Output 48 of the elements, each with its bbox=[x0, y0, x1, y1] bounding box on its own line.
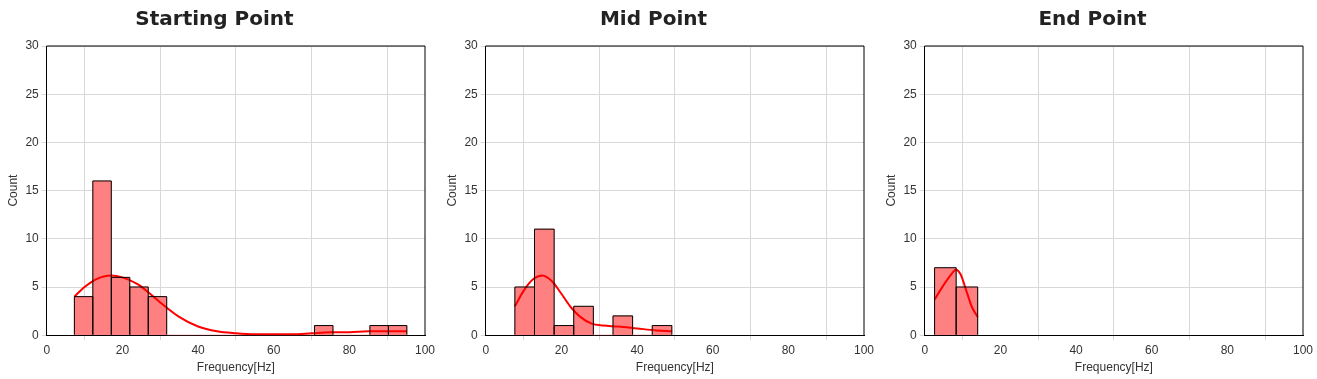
chart-title: End Point bbox=[1038, 6, 1148, 31]
x-tick-label: 100 bbox=[853, 342, 875, 357]
y-axis-title: Count bbox=[883, 173, 898, 207]
x-tick-label: 40 bbox=[630, 342, 645, 357]
x-tick-label: 0 bbox=[482, 342, 490, 357]
y-tick-label: 30 bbox=[903, 38, 918, 53]
y-tick-label: 15 bbox=[25, 182, 40, 197]
x-tick-label: 40 bbox=[1069, 342, 1084, 357]
chart-title: Mid Point bbox=[599, 6, 708, 31]
x-tick-label: 40 bbox=[191, 342, 206, 357]
y-tick-label: 15 bbox=[903, 182, 918, 197]
y-tick-label: 5 bbox=[32, 279, 40, 294]
y-tick-label: 20 bbox=[25, 134, 40, 149]
y-axis-title: Count bbox=[5, 173, 20, 207]
y-tick-label: 25 bbox=[903, 86, 918, 101]
y-tick-label: 10 bbox=[903, 231, 918, 246]
y-tick-label: 25 bbox=[464, 86, 479, 101]
x-tick-label: 20 bbox=[115, 342, 130, 357]
x-axis-title: Frequency[Hz] bbox=[635, 360, 714, 375]
y-axis-title: Count bbox=[444, 173, 459, 207]
x-tick-label: 100 bbox=[414, 342, 436, 357]
x-axis-title: Frequency[Hz] bbox=[1074, 360, 1153, 375]
x-tick-label: 80 bbox=[781, 342, 796, 357]
y-tick-label: 10 bbox=[464, 231, 479, 246]
y-tick-label: 5 bbox=[910, 279, 918, 294]
y-tick-label: 10 bbox=[25, 231, 40, 246]
x-tick-label: 100 bbox=[1292, 342, 1314, 357]
x-axis-title: Frequency[Hz] bbox=[196, 360, 275, 375]
y-tick-label: 0 bbox=[910, 327, 918, 342]
chart-title: Starting Point bbox=[135, 6, 295, 31]
x-tick-label: 60 bbox=[267, 342, 281, 357]
y-tick-label: 20 bbox=[903, 134, 918, 149]
x-tick-label: 80 bbox=[1220, 342, 1235, 357]
x-tick-label: 20 bbox=[554, 342, 569, 357]
y-tick-label: 30 bbox=[25, 38, 40, 53]
x-tick-label: 60 bbox=[1145, 342, 1159, 357]
x-tick-label: 20 bbox=[993, 342, 1008, 357]
y-tick-label: 20 bbox=[464, 134, 479, 149]
x-tick-label: 0 bbox=[921, 342, 929, 357]
y-tick-label: 25 bbox=[25, 86, 40, 101]
y-tick-label: 30 bbox=[464, 38, 479, 53]
y-tick-label: 5 bbox=[471, 279, 479, 294]
x-tick-label: 80 bbox=[342, 342, 357, 357]
x-tick-label: 60 bbox=[706, 342, 720, 357]
x-tick-label: 0 bbox=[43, 342, 51, 357]
y-tick-label: 0 bbox=[471, 327, 479, 342]
y-tick-label: 15 bbox=[464, 182, 479, 197]
y-tick-label: 0 bbox=[32, 327, 40, 342]
